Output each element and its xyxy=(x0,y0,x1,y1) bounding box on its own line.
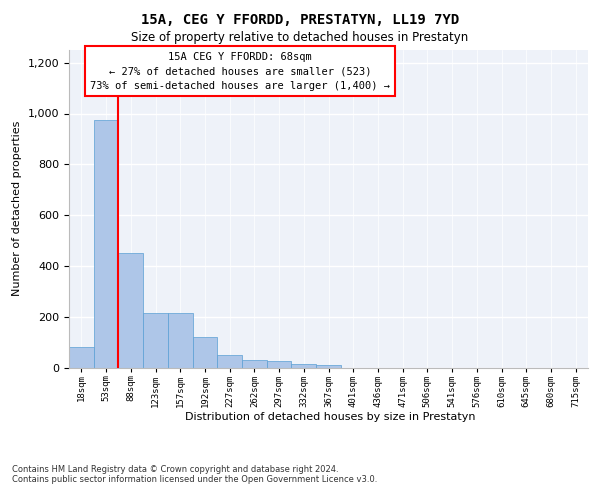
Text: Distribution of detached houses by size in Prestatyn: Distribution of detached houses by size … xyxy=(185,412,475,422)
Bar xyxy=(168,313,193,368)
Bar xyxy=(118,253,143,368)
Bar xyxy=(292,364,316,368)
Bar xyxy=(242,360,267,368)
Y-axis label: Number of detached properties: Number of detached properties xyxy=(12,121,22,296)
Text: Size of property relative to detached houses in Prestatyn: Size of property relative to detached ho… xyxy=(131,31,469,44)
Bar xyxy=(267,361,292,368)
Bar xyxy=(69,347,94,368)
Bar xyxy=(316,365,341,368)
Bar xyxy=(143,313,168,368)
Bar xyxy=(193,337,217,368)
Bar xyxy=(217,356,242,368)
Text: 15A, CEG Y FFORDD, PRESTATYN, LL19 7YD: 15A, CEG Y FFORDD, PRESTATYN, LL19 7YD xyxy=(141,12,459,26)
Text: Contains HM Land Registry data © Crown copyright and database right 2024.
Contai: Contains HM Land Registry data © Crown c… xyxy=(12,465,377,484)
Bar xyxy=(94,120,118,368)
Text: 15A CEG Y FFORDD: 68sqm
← 27% of detached houses are smaller (523)
73% of semi-d: 15A CEG Y FFORDD: 68sqm ← 27% of detache… xyxy=(90,52,390,91)
